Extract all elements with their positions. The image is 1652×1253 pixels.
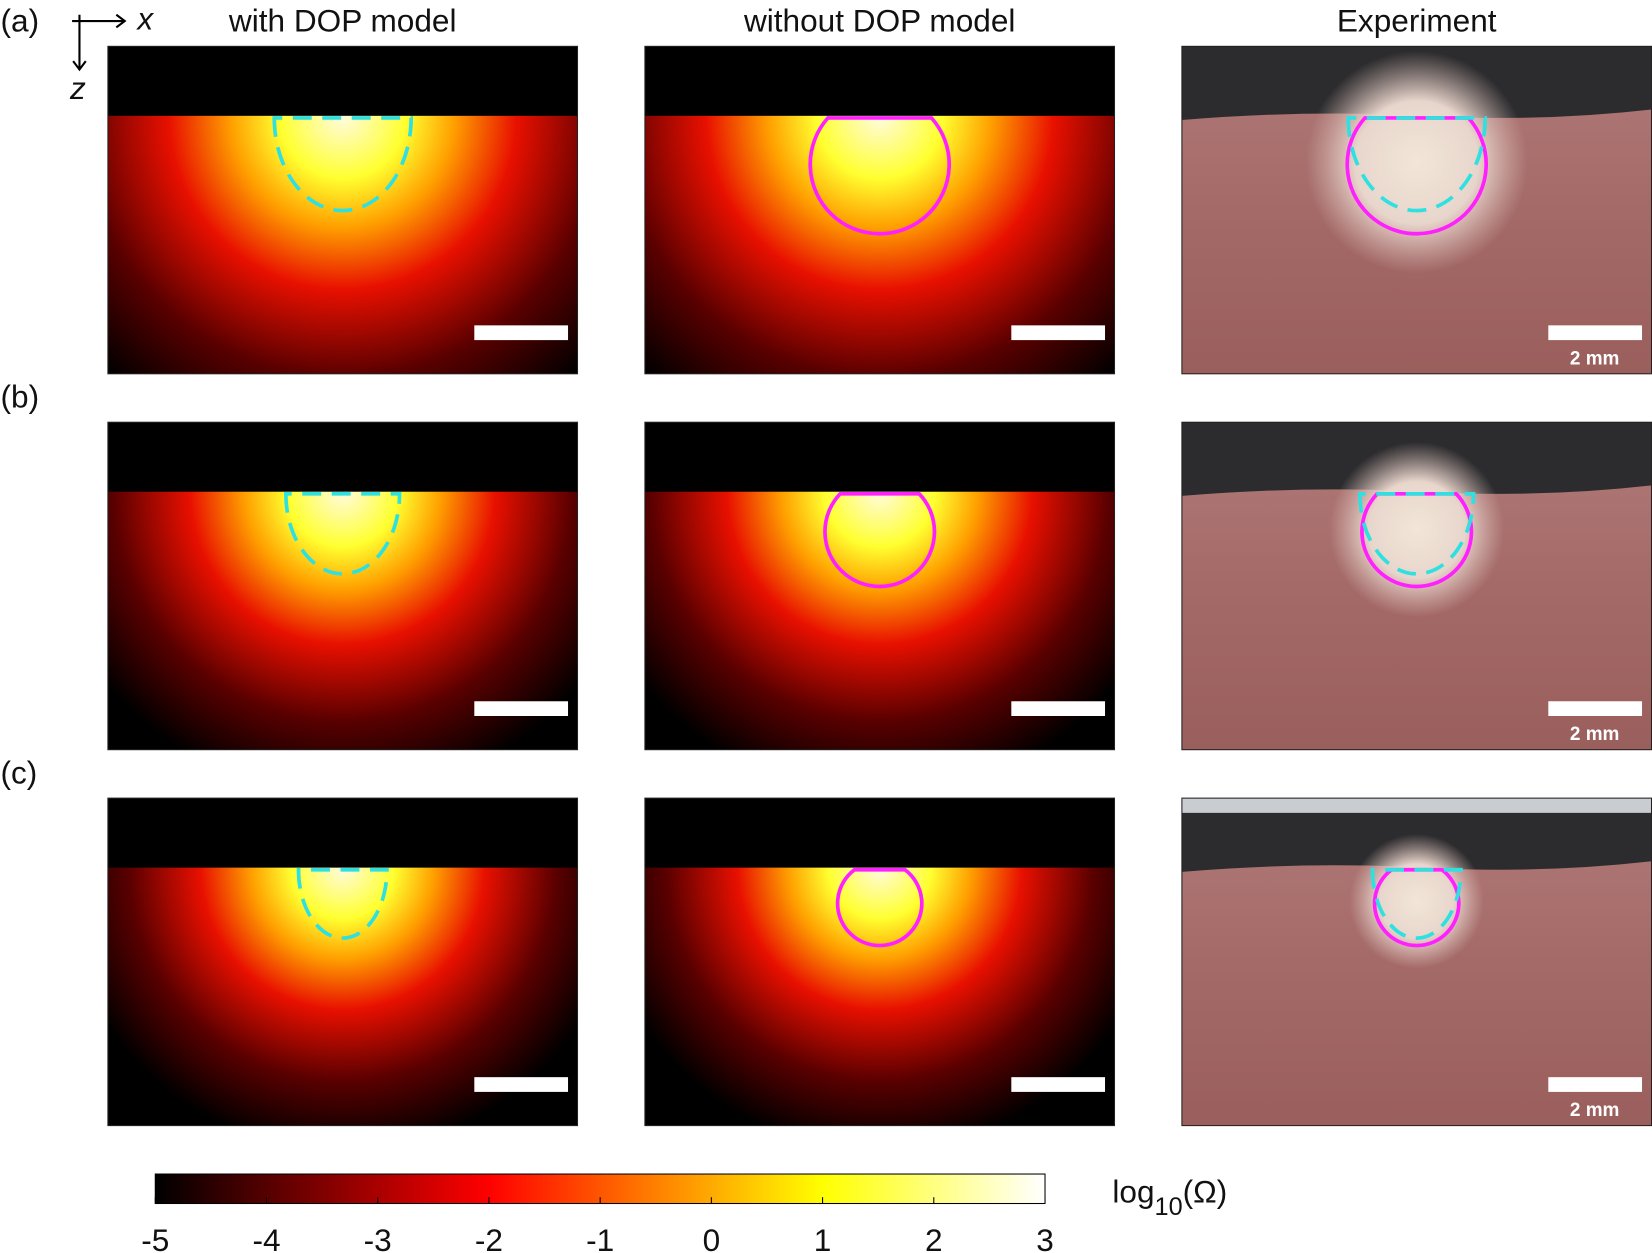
row-label: (a) [0, 3, 39, 39]
colorbar-tick-label: 3 [1036, 1222, 1054, 1253]
contour-without-dop [808, 116, 951, 236]
colorbar-tick-label: 0 [703, 1222, 721, 1253]
panel-frame [107, 45, 579, 375]
photo-lesion [1349, 833, 1485, 969]
label-subscript: 10 [1155, 1193, 1183, 1221]
row-label: (b) [0, 378, 39, 414]
colorbar-tick-label: 2 [925, 1222, 943, 1253]
photo-ruler [1181, 798, 1652, 813]
row-label: (c) [0, 754, 37, 790]
column-title: with DOP model [228, 3, 457, 39]
colorbar-label: log10(Ω) [1112, 1173, 1227, 1221]
scale-bar [1548, 701, 1643, 716]
colorbar-tick-label: -4 [252, 1222, 280, 1253]
panel-frame [644, 421, 1116, 751]
scale-bar [1011, 701, 1106, 716]
contour-with-dop [296, 867, 389, 941]
z-arrow [72, 14, 87, 72]
scale-bar [474, 1077, 569, 1092]
z-axis-label: z [69, 70, 86, 106]
scale-bar [1011, 1077, 1106, 1092]
panel-frame [644, 45, 1116, 375]
photo-lesion [1329, 442, 1505, 618]
x-arrow [72, 13, 127, 29]
column-title: without DOP model [743, 3, 1015, 39]
scale-bar-label: 2 mm [1570, 724, 1619, 745]
colorbar-tick-label: -1 [586, 1222, 614, 1253]
contour-with-dop [272, 116, 413, 213]
panel-frame [644, 797, 1116, 1127]
scale-bar [1548, 1077, 1643, 1092]
colorbar-tick-label: -5 [141, 1222, 169, 1253]
contour-with-dop [1346, 116, 1487, 213]
scale-bar-label: 2 mm [1570, 348, 1619, 369]
scale-bar [1548, 325, 1643, 341]
x-axis-label: x [135, 0, 154, 36]
scale-bar [474, 701, 569, 716]
colorbar-tick-label: -2 [475, 1222, 503, 1253]
contour-with-dop [1370, 867, 1463, 941]
panel-frame [107, 797, 579, 1127]
contour-with-dop [283, 491, 402, 576]
colorbar-tick-label: 1 [814, 1222, 832, 1253]
column-title: Experiment [1337, 3, 1497, 39]
axis-indicator [72, 13, 127, 72]
contour-without-dop [1345, 116, 1488, 236]
contour-without-dop [823, 491, 937, 589]
scale-bar-label: 2 mm [1570, 1100, 1619, 1121]
photo-lesion [1305, 50, 1528, 274]
label-base: log [1112, 1173, 1154, 1209]
panel-frame [107, 421, 579, 751]
colorbar-tick-label: -3 [364, 1222, 392, 1253]
contour-without-dop [835, 867, 924, 948]
scale-bar [474, 325, 569, 341]
scale-bar [1011, 325, 1106, 341]
label-argument: (Ω) [1183, 1173, 1228, 1209]
contour-with-dop [1357, 491, 1476, 576]
